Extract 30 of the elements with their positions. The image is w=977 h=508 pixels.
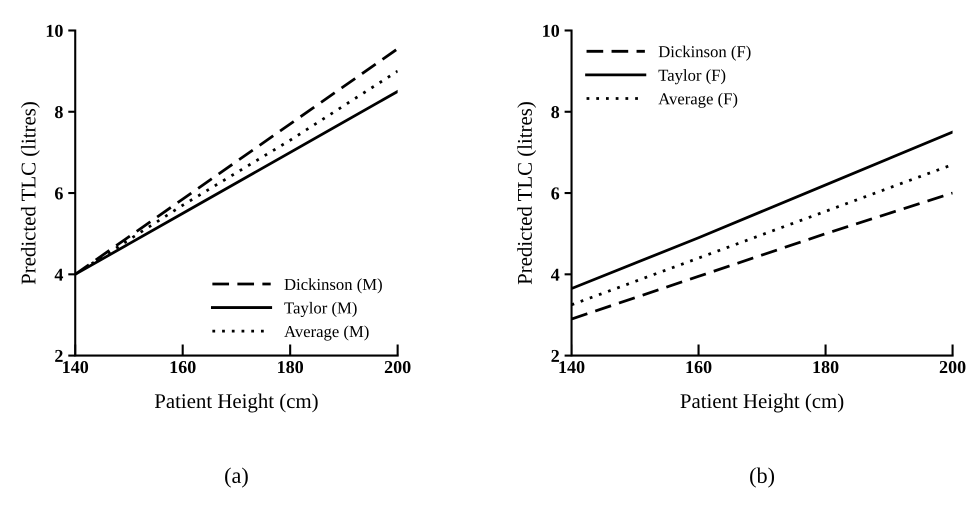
text: (a) bbox=[225, 467, 248, 488]
x-tick-label: 160 bbox=[686, 360, 712, 374]
y-tick-label: 2 bbox=[55, 350, 63, 362]
x-tick-label: 140 bbox=[559, 360, 584, 374]
x-tick-label: 200 bbox=[384, 360, 410, 374]
x-axis-title: Patient Height (cm) bbox=[154, 394, 318, 412]
y-axis-title: Predicted TLC (litres) bbox=[20, 102, 40, 284]
x-tick-label: 180 bbox=[278, 360, 304, 374]
text: (b) bbox=[750, 467, 774, 488]
y-tick-label: 10 bbox=[46, 24, 63, 37]
y-tick-label: 8 bbox=[551, 106, 560, 118]
y-tick-label: 8 bbox=[54, 106, 63, 118]
x-tick-label: 160 bbox=[170, 360, 196, 374]
y-tick-label: 6 bbox=[55, 187, 63, 200]
legend-label: Dickinson (M) bbox=[284, 278, 382, 294]
y-tick-label: 6 bbox=[551, 187, 560, 200]
legend-label: Average (M) bbox=[284, 325, 369, 341]
x-tick-label: 200 bbox=[940, 360, 966, 374]
y-tick-label: 10 bbox=[543, 24, 560, 37]
x-tick-label: 140 bbox=[63, 360, 88, 374]
y-tick-label: 2 bbox=[551, 350, 559, 362]
legend-label: Dickinson (F) bbox=[658, 46, 751, 61]
x-tick-label: 180 bbox=[813, 360, 838, 374]
legend-label: Taylor (M) bbox=[284, 302, 357, 318]
legend-label: Taylor (F) bbox=[658, 69, 726, 84]
legend-label: Average (F) bbox=[658, 92, 738, 108]
y-tick-label: 4 bbox=[550, 268, 560, 281]
x-axis-title: Patient Height (cm) bbox=[680, 394, 844, 412]
y-axis-title: Predicted TLC (litres) bbox=[517, 102, 536, 284]
y-tick-label: 4 bbox=[54, 268, 64, 281]
